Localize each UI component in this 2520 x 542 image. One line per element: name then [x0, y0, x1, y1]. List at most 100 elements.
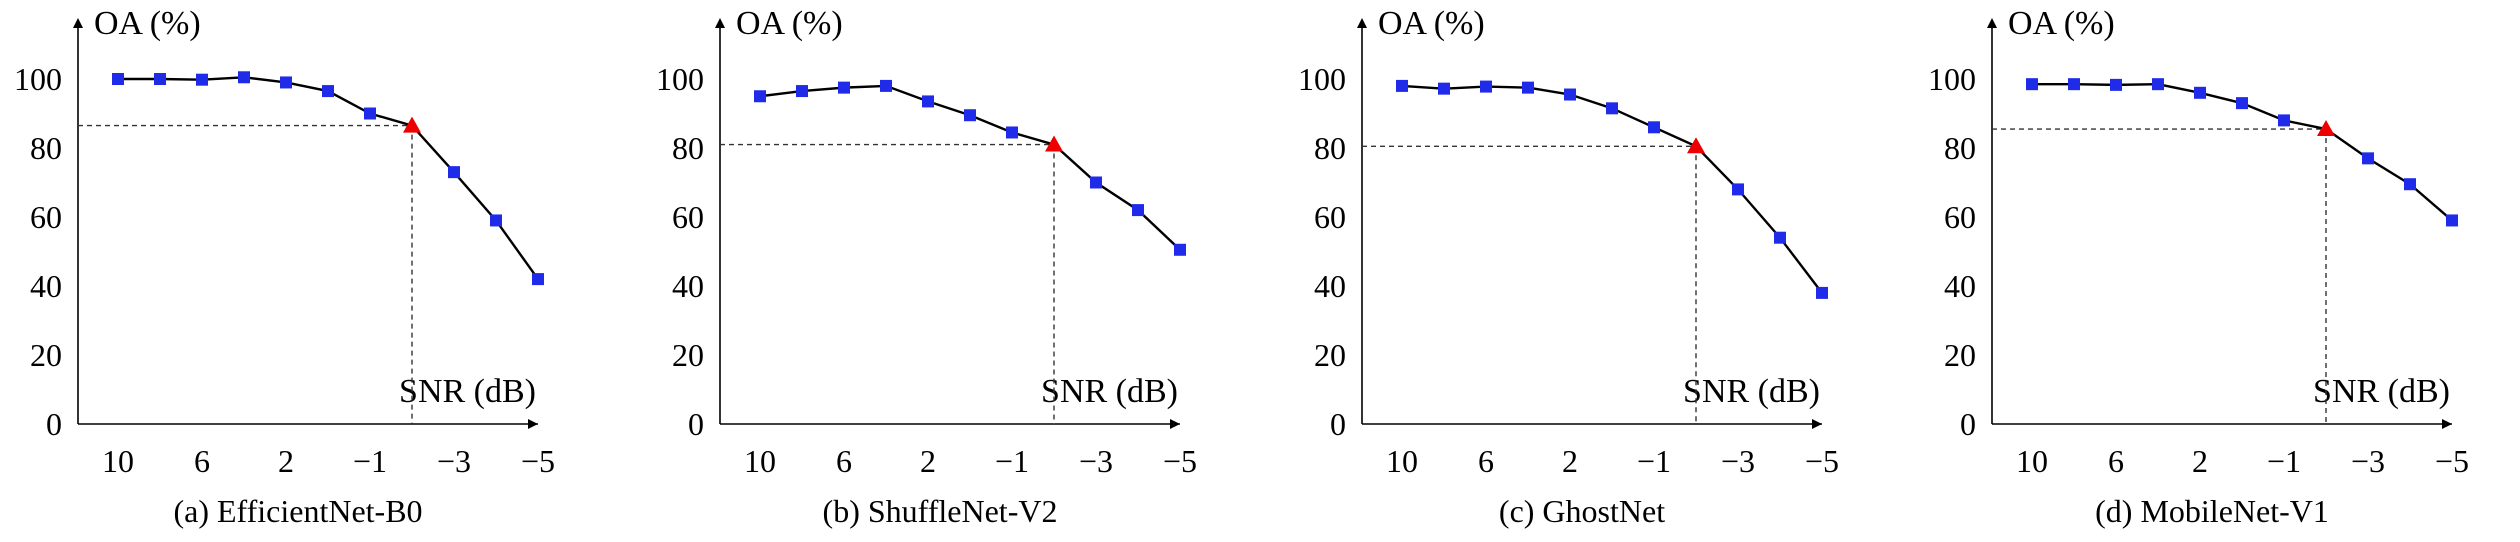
data-point	[1522, 81, 1534, 94]
x-axis-arrow	[1812, 419, 1822, 429]
y-tick-label: 0	[688, 406, 704, 442]
y-tick-label: 20	[30, 337, 62, 373]
data-point	[490, 214, 502, 227]
x-axis-label: SNR (dB)	[1041, 373, 1178, 410]
y-tick-label: 20	[672, 337, 704, 373]
x-tick-label: 6	[836, 443, 852, 479]
y-axis-label: OA (%)	[94, 5, 201, 42]
x-tick-label: 6	[1478, 443, 1494, 479]
y-axis-arrow	[1987, 18, 1997, 28]
data-point	[1174, 243, 1186, 256]
series-line	[1401, 84, 1823, 294]
x-axis-arrow	[1170, 419, 1180, 429]
y-tick-label: 20	[1314, 337, 1346, 373]
y-tick-label: 80	[1314, 130, 1346, 166]
x-axis-arrow	[528, 419, 538, 429]
data-point	[1816, 286, 1828, 299]
y-tick-label: 40	[672, 268, 704, 304]
data-point	[2446, 214, 2458, 227]
chart-caption: (d) MobileNet-V1	[2095, 493, 2329, 529]
data-point	[196, 73, 208, 86]
data-point	[1396, 79, 1408, 92]
x-tick-label: −3	[1721, 443, 1755, 479]
data-point	[964, 109, 976, 122]
data-point	[1606, 102, 1618, 115]
y-tick-label: 100	[1928, 61, 1976, 97]
y-tick-label: 20	[1944, 337, 1976, 373]
y-axis-arrow	[1357, 18, 1367, 28]
highlight-marker	[403, 116, 421, 133]
chart-caption: (a) EfficientNet-B0	[173, 493, 422, 529]
data-point	[448, 166, 460, 179]
y-tick-label: 100	[14, 61, 62, 97]
data-point	[532, 273, 544, 286]
x-axis-label: SNR (dB)	[399, 373, 536, 410]
y-tick-label: 40	[30, 268, 62, 304]
data-point	[1006, 126, 1018, 139]
data-point	[2026, 78, 2038, 91]
chart-panel-1: OA (%) 0 20 40 60 80 100 10 6 2 −1 −3 −5 SNR (dB) (b) …	[656, 5, 1197, 529]
series-line	[118, 76, 539, 280]
data-point	[2278, 114, 2290, 127]
y-tick-label: 0	[46, 406, 62, 442]
data-point	[1774, 231, 1786, 244]
data-point	[2362, 152, 2374, 165]
data-point	[754, 90, 766, 103]
x-tick-label: 10	[2016, 443, 2048, 479]
y-tick-label: 80	[672, 130, 704, 166]
data-point	[2236, 97, 2248, 110]
y-axis-arrow	[73, 18, 83, 28]
chart-panel-2: OA (%) 0 20 40 60 80 100 10 6 2 −1 −3 −5 SNR (dB) (c) …	[1298, 5, 1839, 529]
y-tick-label: 0	[1330, 406, 1346, 442]
data-point	[1090, 176, 1102, 189]
y-axis-arrow	[715, 18, 725, 28]
y-tick-label: 40	[1944, 268, 1976, 304]
y-tick-label: 100	[1298, 61, 1346, 97]
y-tick-label: 60	[30, 199, 62, 235]
x-tick-label: −1	[995, 443, 1029, 479]
chart-caption: (b) ShuffleNet-V2	[823, 493, 1058, 529]
data-point	[1564, 88, 1576, 101]
data-point	[880, 79, 892, 92]
highlight-marker	[1687, 137, 1705, 154]
x-tick-label: −3	[437, 443, 471, 479]
y-tick-label: 80	[30, 130, 62, 166]
highlight-marker	[1045, 135, 1063, 152]
y-tick-label: 60	[1944, 199, 1976, 235]
x-tick-label: −5	[1163, 443, 1197, 479]
data-point	[322, 85, 334, 98]
chart-caption: (c) GhostNet	[1499, 493, 1665, 529]
data-point	[154, 73, 166, 85]
y-tick-label: 60	[672, 199, 704, 235]
y-axis-label: OA (%)	[1378, 5, 1485, 42]
x-axis-arrow	[2442, 419, 2452, 429]
x-tick-label: 6	[2108, 443, 2124, 479]
x-tick-label: 6	[194, 443, 210, 479]
y-tick-label: 0	[1960, 406, 1976, 442]
x-tick-label: −5	[521, 443, 555, 479]
x-tick-label: −1	[1637, 443, 1671, 479]
data-point	[364, 107, 376, 120]
data-point	[2152, 78, 2164, 91]
y-tick-label: 60	[1314, 199, 1346, 235]
y-tick-label: 40	[1314, 268, 1346, 304]
data-point	[112, 73, 124, 85]
x-tick-label: −1	[2267, 443, 2301, 479]
data-point	[1732, 183, 1744, 196]
chart-panel-0: OA (%) 0 20 40 60 80 100 10 6 2 −1 −3 −5 SNR (dB) (a) …	[14, 5, 555, 529]
x-tick-label: −3	[1079, 443, 1113, 479]
x-axis-label: SNR (dB)	[2313, 373, 2450, 410]
data-point	[2068, 78, 2080, 91]
x-tick-label: −3	[2351, 443, 2385, 479]
y-tick-label: 100	[656, 61, 704, 97]
data-point	[1438, 82, 1450, 95]
data-point	[1132, 204, 1144, 217]
highlight-marker	[2317, 120, 2335, 137]
y-tick-label: 80	[1944, 130, 1976, 166]
x-tick-label: 10	[744, 443, 776, 479]
data-point	[1480, 80, 1492, 93]
x-tick-label: 2	[278, 443, 294, 479]
x-tick-label: 2	[920, 443, 936, 479]
data-point	[2110, 78, 2122, 91]
